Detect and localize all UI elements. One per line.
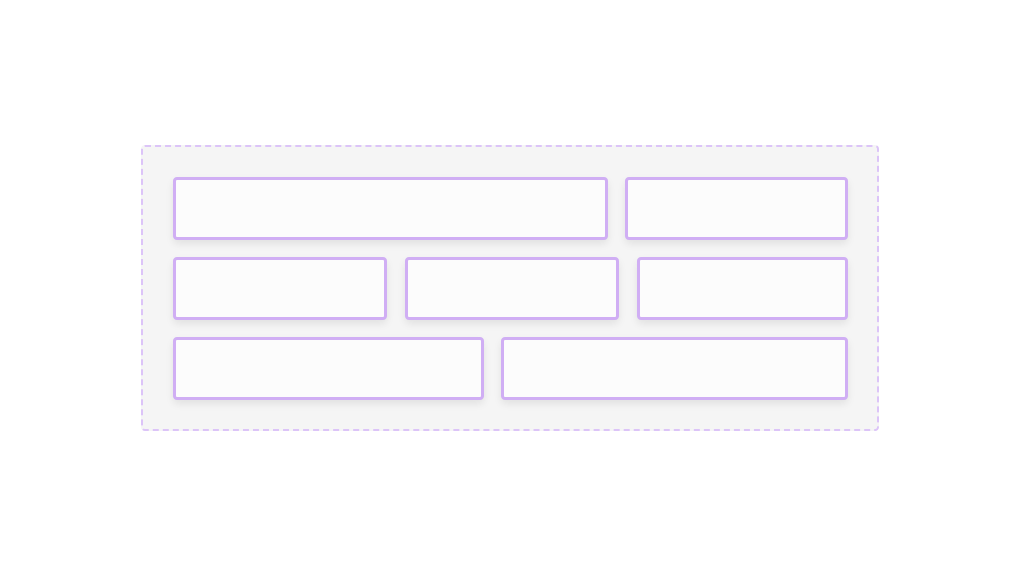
row1-box1 <box>173 177 608 240</box>
row1-box2 <box>625 177 848 240</box>
row2-box1 <box>173 257 387 320</box>
row3-box2 <box>501 337 848 400</box>
row2-box3 <box>637 257 848 320</box>
row3-box1 <box>173 337 484 400</box>
row2-box2 <box>405 257 619 320</box>
